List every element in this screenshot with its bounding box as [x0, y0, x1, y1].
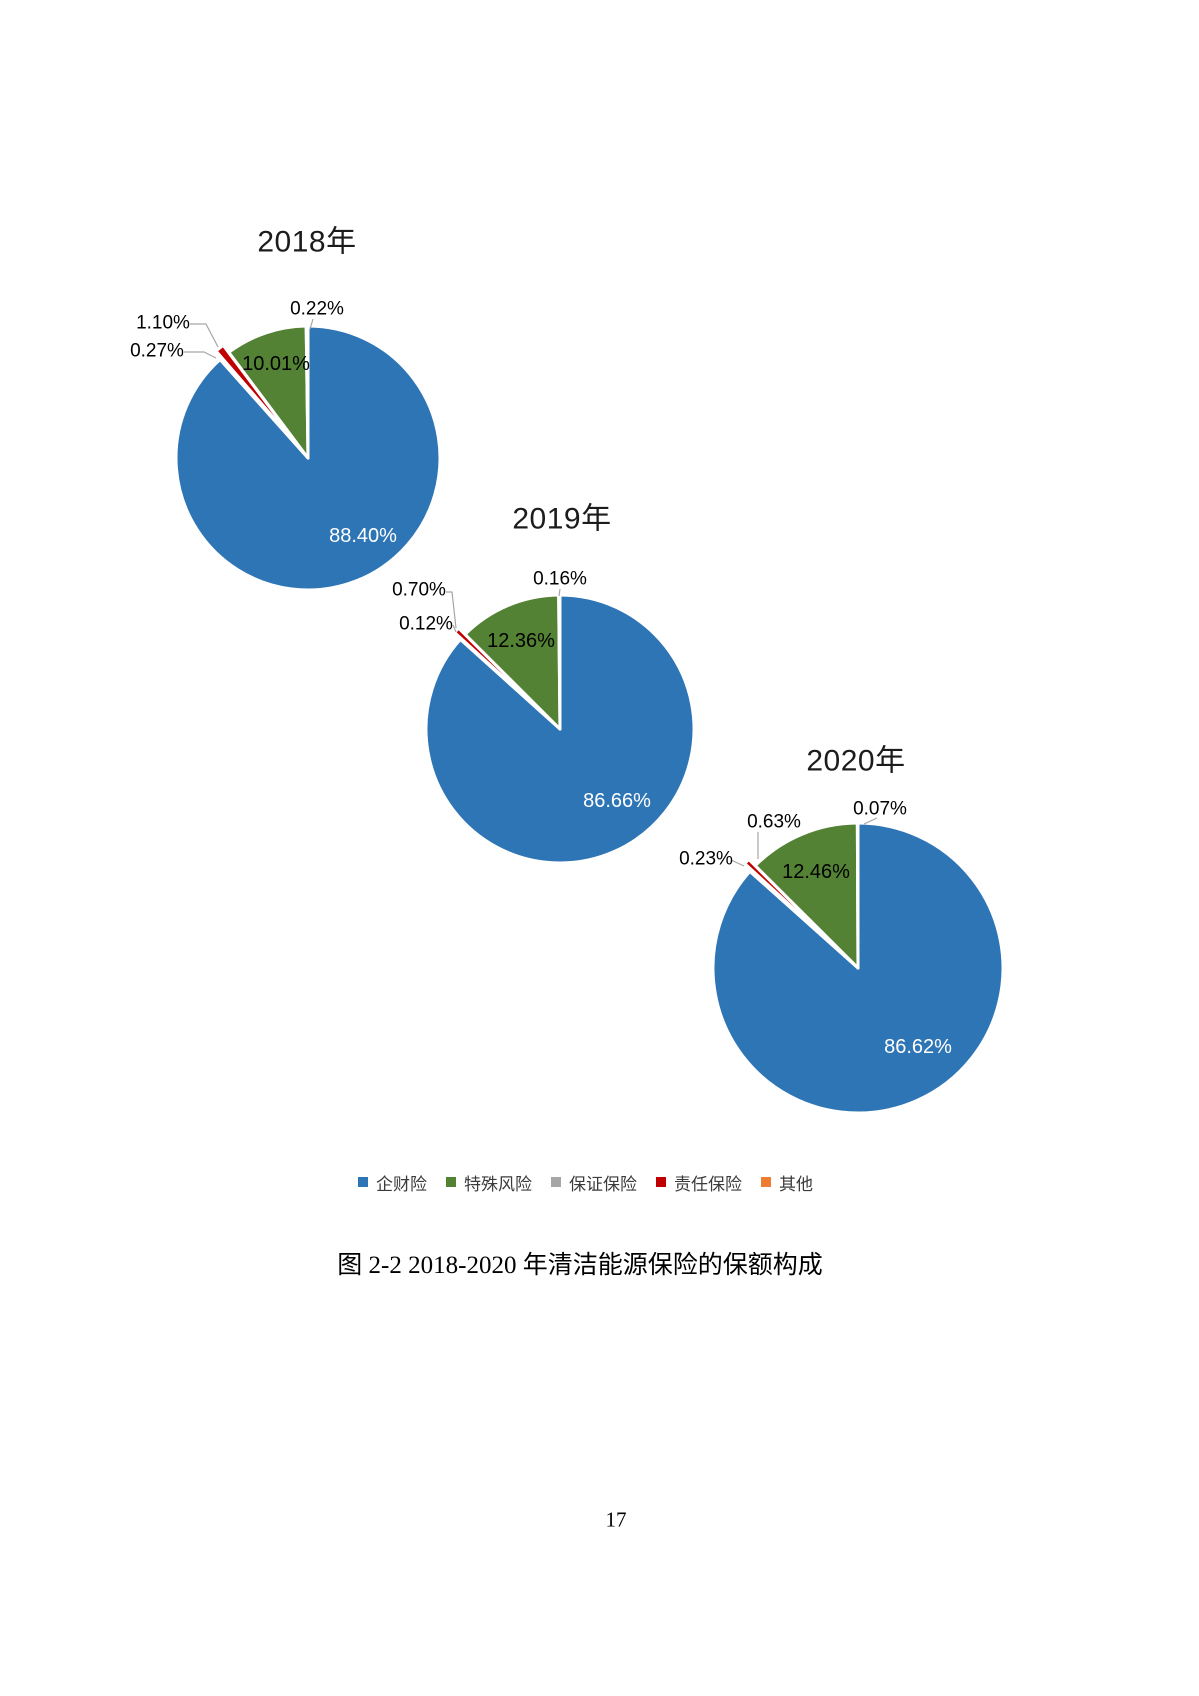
pie-2018-label-property: 88.40%: [329, 525, 397, 547]
chart-legend: 企财险 特殊风险 保证保险 责任保险 其他: [358, 1170, 813, 1195]
pie-2018-label-other: 0.22%: [290, 298, 344, 320]
pie-2020: [711, 821, 1005, 1115]
leader-line: [558, 588, 561, 597]
pie-2020-label-property: 86.62%: [884, 1036, 952, 1058]
pie-2019-title: 2019年: [512, 502, 612, 536]
pie-2020-title: 2020年: [806, 744, 906, 778]
pie-2020-label-other: 0.07%: [853, 798, 907, 820]
pie-2018-label-surety: 0.27%: [130, 340, 184, 362]
pie-2020-label-surety: 0.23%: [679, 848, 733, 870]
leader-line: [309, 318, 314, 330]
leader-line: [446, 591, 457, 629]
leader-line: [184, 351, 217, 359]
legend-label-liability: 责任保险: [674, 1174, 742, 1194]
pie-2019-label-other: 0.16%: [533, 568, 587, 590]
legend-item-other: 其他: [761, 1170, 813, 1195]
legend-item-special: 特殊风险: [446, 1170, 532, 1195]
pie-2019-label-property: 86.66%: [583, 790, 651, 812]
pie-slice-4: [855, 821, 860, 970]
leader-line: [190, 323, 219, 348]
leader-line: [452, 624, 457, 633]
legend-swatch-other: [761, 1177, 771, 1187]
pie-2019-label-liability: 0.70%: [392, 579, 446, 601]
pie-slice-3: [227, 324, 310, 460]
leader-line: [863, 817, 878, 825]
pie-slice-3: [753, 821, 860, 970]
page-number: 17: [605, 1507, 627, 1532]
pie-2019: [424, 593, 696, 865]
figure-caption: 图 2-2 2018-2020 年清洁能源保险的保额构成: [337, 1252, 823, 1279]
legend-swatch-property: [358, 1177, 368, 1187]
legend-label-property: 企财险: [376, 1174, 427, 1194]
legend-swatch-special: [446, 1177, 456, 1187]
legend-item-surety: 保证保险: [551, 1170, 637, 1195]
pie-slice-4: [304, 324, 310, 460]
legend-label-surety: 保证保险: [569, 1174, 637, 1194]
pie-slice-3: [463, 593, 562, 731]
pie-2018-title: 2018年: [257, 225, 357, 259]
pie-2019-label-surety: 0.12%: [399, 613, 453, 635]
pie-2018: [174, 324, 442, 592]
pie-2020-label-liability: 0.63%: [747, 811, 801, 833]
pie-2019-label-special: 12.36%: [487, 630, 555, 652]
legend-swatch-surety: [551, 1177, 561, 1187]
legend-item-property: 企财险: [358, 1170, 427, 1195]
legend-label-other: 其他: [779, 1174, 813, 1194]
leader-line: [730, 859, 745, 867]
legend-item-liability: 责任保险: [656, 1170, 742, 1195]
pie-slice-2: [214, 343, 304, 453]
pie-slice-4: [557, 593, 562, 731]
legend-label-special: 特殊风险: [464, 1174, 532, 1194]
pie-2020-label-special: 12.46%: [782, 861, 850, 883]
legend-swatch-liability: [656, 1177, 666, 1187]
pie-2018-label-special: 10.01%: [242, 353, 310, 375]
pie-2018-label-liability: 1.10%: [136, 312, 190, 334]
